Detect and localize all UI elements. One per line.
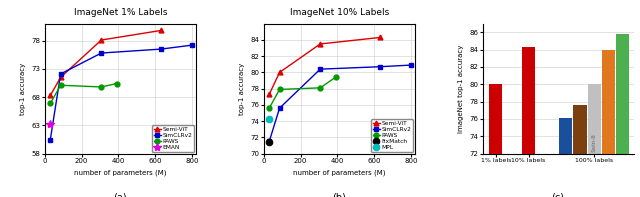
Y-axis label: top-1 accuracy: top-1 accuracy <box>239 62 245 115</box>
PAWS <box>57 84 65 86</box>
Y-axis label: top-1 accuracy: top-1 accuracy <box>20 62 26 115</box>
SimCLRv2 <box>407 64 415 66</box>
SimCLRv2 <box>157 48 165 50</box>
Text: Semi-ViT-H: Semi-ViT-H <box>526 120 531 152</box>
PAWS <box>113 82 120 85</box>
Title: ImageNet 1% Labels: ImageNet 1% Labels <box>74 8 167 17</box>
PAWS <box>316 87 324 89</box>
Text: ConvNeXt-L: ConvNeXt-L <box>606 120 611 152</box>
PAWS <box>266 107 273 109</box>
Text: Swin-B: Swin-B <box>592 133 596 152</box>
SimCLRv2 <box>97 52 105 54</box>
Bar <box>588 84 601 197</box>
Title: ImageNet 10% Labels: ImageNet 10% Labels <box>289 8 389 17</box>
Text: (b): (b) <box>332 193 346 197</box>
SimCLRv2 <box>276 107 284 109</box>
Line: PAWS: PAWS <box>48 81 119 106</box>
SimCLRv2 <box>188 44 196 46</box>
PAWS <box>332 76 339 78</box>
Line: SimCLRv2: SimCLRv2 <box>267 63 413 144</box>
Line: PAWS: PAWS <box>267 75 338 111</box>
X-axis label: number of parameters (M): number of parameters (M) <box>293 169 385 176</box>
Text: Semi-ViT-H: Semi-ViT-H <box>493 120 499 152</box>
Semi-ViT <box>97 39 105 41</box>
SimCLRv2 <box>266 140 273 143</box>
Text: (a): (a) <box>113 193 127 197</box>
Line: Semi-ViT: Semi-ViT <box>267 35 383 97</box>
Text: Inception-v4: Inception-v4 <box>577 117 582 152</box>
PAWS <box>276 88 284 91</box>
Y-axis label: ImageNet top-1 accuracy: ImageNet top-1 accuracy <box>458 45 464 133</box>
Semi-ViT <box>57 76 65 79</box>
Semi-ViT <box>376 36 384 39</box>
Text: EfficientNet-L2: EfficientNet-L2 <box>620 111 625 152</box>
Text: (c): (c) <box>552 193 564 197</box>
Legend: Semi-ViT, SimCLRv2, PAWS, EMAN: Semi-ViT, SimCLRv2, PAWS, EMAN <box>152 125 194 152</box>
X-axis label: number of parameters (M): number of parameters (M) <box>74 169 166 176</box>
Bar <box>616 34 629 197</box>
Semi-ViT <box>316 43 324 45</box>
Bar <box>489 84 502 197</box>
Legend: Semi-ViT, SimCLRv2, PAWS, FixMatch, MPL: Semi-ViT, SimCLRv2, PAWS, FixMatch, MPL <box>371 120 413 152</box>
Bar <box>573 105 586 197</box>
SimCLRv2 <box>57 73 65 75</box>
SimCLRv2 <box>376 66 384 68</box>
PAWS <box>97 86 105 88</box>
Semi-ViT <box>276 71 284 74</box>
Bar <box>559 118 572 197</box>
Text: ResNet-152: ResNet-152 <box>563 120 568 152</box>
Bar <box>522 47 535 197</box>
Semi-ViT <box>47 94 54 97</box>
Semi-ViT <box>266 93 273 96</box>
Line: SimCLRv2: SimCLRv2 <box>48 43 194 142</box>
Semi-ViT <box>157 29 165 32</box>
SimCLRv2 <box>316 68 324 70</box>
SimCLRv2 <box>47 138 54 141</box>
Line: Semi-ViT: Semi-ViT <box>48 28 164 98</box>
PAWS <box>47 102 54 105</box>
Bar <box>602 50 615 197</box>
